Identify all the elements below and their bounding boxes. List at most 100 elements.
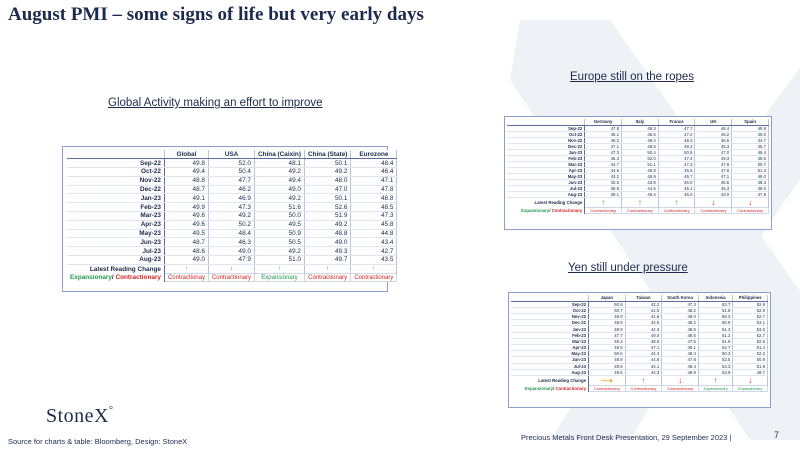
row-label: Sep-22 [511, 301, 590, 308]
legend-separator: / [111, 274, 116, 282]
header-row: Germany Italy France UK Spain [507, 119, 769, 126]
pmi-value: 49.2 [254, 246, 305, 257]
pmi-value: 48.6 [164, 246, 209, 257]
pmi-value: 50.1 [304, 193, 352, 204]
change-row: Latest Reading Change ↑ ↓ ↑ ↑ ↑ [67, 264, 398, 274]
pmi-value: 44.3 [625, 325, 663, 333]
arrow-up-icon: ↑ [254, 264, 305, 274]
table-row: Dec-22 48.7 46.2 49.0 47.0 47.8 [67, 185, 398, 195]
table-row: Apr-23 49.6 50.2 49.5 49.2 45.8 [67, 220, 398, 230]
asia-pmi-table: Japan Taiwan South Korea Indonesia Philippin… [511, 295, 768, 393]
pmi-value: 48.9 [661, 369, 699, 376]
column-header: South Korea [661, 295, 699, 302]
pmi-value: 45.1 [658, 185, 696, 192]
pmi-value: 48.1 [254, 158, 305, 169]
pmi-value: 45.7 [658, 173, 696, 180]
pmi-value: 49.0 [731, 173, 769, 180]
row-label: Apr-23 [507, 167, 586, 174]
table-row: Feb-23 49.9 47.3 51.6 52.6 48.5 [67, 202, 398, 213]
row-label: Mar-23 [507, 161, 586, 168]
table-row: Sep-22 47.8 48.3 47.7 48.4 49.9 [507, 125, 769, 132]
pmi-value: 51.3 [698, 325, 734, 333]
pmi-value: 49.4 [254, 176, 305, 186]
table-row: May-23 43.2 45.9 45.7 47.1 49.0 [507, 173, 769, 180]
pmi-value: 49.0 [588, 313, 626, 321]
pmi-value: 47.1 [694, 173, 733, 180]
stonex-logo: StoneX° [46, 405, 114, 428]
pmi-value: 46.5 [694, 137, 733, 144]
arrow-down-icon: ↓ [661, 375, 699, 386]
pmi-value: 49.0 [164, 255, 209, 265]
pmi-value: 49.3 [694, 155, 733, 162]
arrow-up-icon: ↑ [698, 375, 734, 386]
status-badge: Contractionary [584, 206, 622, 214]
table-row: Mar-23 49.6 49.2 50.0 51.9 47.3 [67, 211, 398, 221]
pmi-value: 48.5 [661, 325, 699, 333]
pmi-value: 49.2 [304, 167, 352, 177]
status-legend: Expansionary/ Contractionary [67, 273, 165, 282]
row-label: Feb-23 [511, 332, 590, 339]
row-label: Jul-23 [507, 185, 586, 192]
pmi-value: 47.6 [661, 338, 699, 346]
pmi-value: 47.3 [661, 301, 699, 308]
row-label: May-23 [507, 173, 586, 180]
arrow-up-icon: ↑ [658, 197, 696, 207]
status-badge: Contractionay [163, 272, 209, 283]
change-row: Latest Reading Change ↑ ↑ ↑ ↓ ↓ [507, 197, 769, 207]
column-header: France [658, 119, 696, 126]
pmi-value: 49.6 [164, 220, 209, 230]
column-header: China (Caixin) [254, 150, 305, 160]
pmi-value: 48.4 [661, 350, 699, 358]
row-label: Mar-23 [511, 338, 590, 346]
pmi-value: 48.9 [588, 319, 626, 327]
table-row: Oct-22 45.1 46.5 47.2 46.2 49.0 [507, 131, 769, 138]
pmi-value: 50.5 [658, 149, 696, 156]
table-row: Feb-23 47.7 49.0 48.5 51.2 52.7 [511, 332, 768, 339]
pmi-value: 39.1 [584, 191, 622, 198]
row-label: Dec-22 [67, 185, 165, 195]
legend-contractionary: Contractionary [555, 386, 587, 392]
pmi-value: 44.7 [731, 137, 769, 144]
pmi-value: 48.8 [304, 229, 352, 239]
footer-separator: | [727, 433, 732, 442]
row-label: Aug-23 [511, 369, 590, 376]
table-row: Sep-22 50.8 42.2 47.3 53.7 52.9 [511, 301, 768, 308]
global-subtitle: Global Activity making an effort to impr… [108, 97, 323, 109]
row-label: Aug-23 [67, 255, 165, 265]
pmi-value: 44.5 [621, 185, 659, 192]
pmi-value: 50.6 [588, 350, 626, 358]
legend-contractionary: Contractionary [551, 207, 583, 213]
footer-text: Precious Metals Front Desk Presentation,… [521, 433, 731, 442]
pmi-value: 48.5 [661, 332, 699, 339]
pmi-value: 43.4 [350, 237, 398, 248]
pmi-value: 46.2 [208, 185, 256, 195]
pmi-value: 48.5 [350, 202, 398, 213]
status-badge: Expansionary [697, 384, 734, 393]
header-row: Global USA China (Caixin) China (State) Euro… [67, 150, 398, 160]
pmi-value: 48.0 [731, 185, 769, 192]
pmi-value: 46.5 [621, 131, 659, 138]
column-header: UK [694, 119, 733, 126]
europe-subtitle: Europe still on the ropes [570, 71, 695, 83]
status-row: Expansionary/ Contractionary Contractiona… [67, 272, 398, 283]
table-row: Aug-23 49.6 44.3 48.9 53.9 49.7 [511, 369, 768, 376]
pmi-value: 46.3 [208, 237, 256, 248]
status-row: Expansionary/ Contractionary Contractiona… [507, 206, 769, 214]
pmi-value: 50.3 [698, 350, 734, 358]
logo-text: StoneX [46, 405, 109, 427]
pmi-value: 46.3 [584, 155, 622, 162]
table-row: May-23 50.6 44.3 48.4 50.3 52.2 [511, 350, 768, 358]
column-header: Japan [588, 295, 626, 302]
pmi-value: 53.9 [698, 369, 734, 376]
pmi-value: 44.8 [350, 229, 398, 239]
table-row: Jan-23 47.3 50.4 50.5 47.0 46.4 [507, 149, 769, 156]
pmi-value: 49.2 [208, 211, 256, 221]
table-row: Jul-23 49.6 44.1 49.4 53.3 51.9 [511, 363, 768, 370]
pmi-value: 47.3 [658, 161, 696, 168]
table-row: Sep-22 49.8 52.0 48.1 50.1 48.4 [67, 158, 398, 169]
legend-expansionary: Expansionary [521, 207, 550, 213]
row-label: Apr-23 [67, 220, 165, 230]
column-header: Eurozone [350, 150, 398, 160]
table-row: Jun-23 40.6 43.8 46.0 46.5 48.4 [507, 179, 769, 186]
pmi-value: 49.1 [164, 193, 209, 204]
